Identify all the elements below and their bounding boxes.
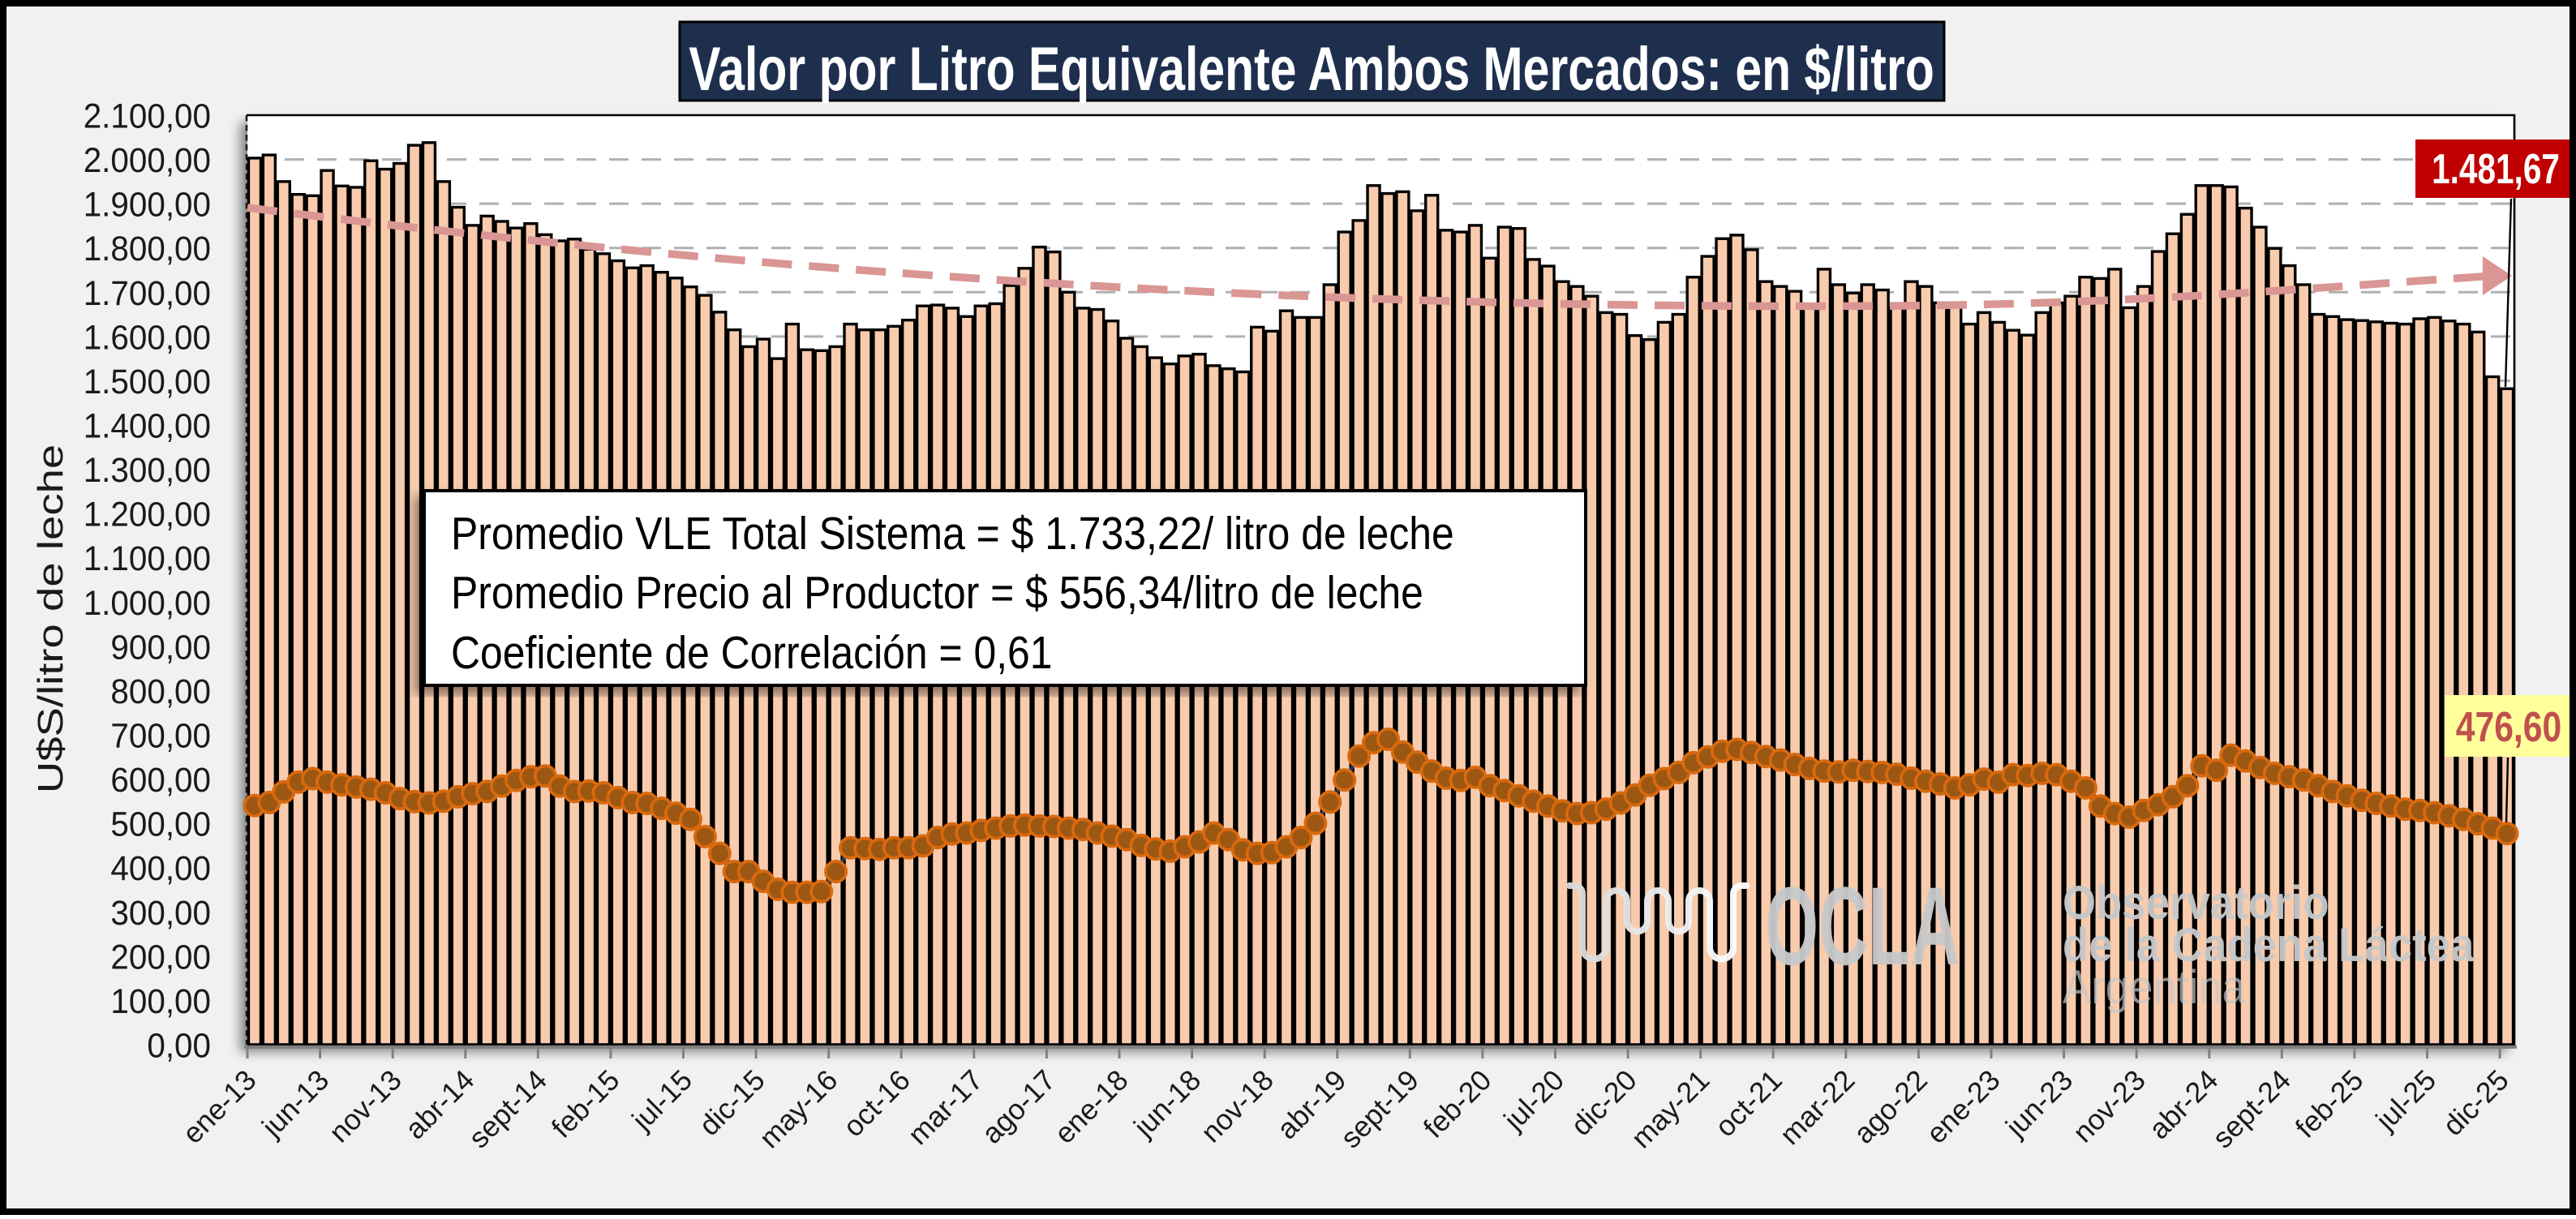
svg-text:100,00: 100,00 (110, 981, 211, 1020)
svg-text:200,00: 200,00 (110, 937, 211, 976)
svg-text:Observatorio: Observatorio (2063, 877, 2329, 929)
svg-text:1.300,00: 1.300,00 (84, 450, 211, 489)
svg-text:1.700,00: 1.700,00 (84, 273, 211, 312)
svg-text:800,00: 800,00 (110, 672, 211, 710)
svg-text:Promedio Precio al Productor =: Promedio Precio al Productor = $ 556,34/… (451, 568, 1423, 619)
svg-text:1.200,00: 1.200,00 (84, 494, 211, 533)
svg-text:1.600,00: 1.600,00 (84, 317, 211, 356)
svg-text:1.481,67: 1.481,67 (2432, 145, 2560, 192)
svg-text:600,00: 600,00 (110, 760, 211, 799)
svg-text:700,00: 700,00 (110, 715, 211, 754)
svg-text:de la Cadena Láctea: de la Cadena Láctea (2063, 919, 2475, 972)
svg-text:1.400,00: 1.400,00 (84, 406, 211, 444)
svg-text:1.900,00: 1.900,00 (84, 184, 211, 223)
svg-text:400,00: 400,00 (110, 848, 211, 887)
svg-text:1.800,00: 1.800,00 (84, 229, 211, 268)
svg-text:2.100,00: 2.100,00 (84, 96, 211, 135)
svg-text:U$S/litro de leche: U$S/litro de leche (30, 444, 71, 794)
svg-text:500,00: 500,00 (110, 804, 211, 843)
svg-text:0,00: 0,00 (147, 1025, 211, 1064)
svg-text:900,00: 900,00 (110, 627, 211, 666)
svg-text:300,00: 300,00 (110, 893, 211, 932)
svg-text:476,60: 476,60 (2456, 704, 2561, 751)
svg-text:1.500,00: 1.500,00 (84, 362, 211, 401)
svg-text:Promedio VLE Total Sistema = $: Promedio VLE Total Sistema = $ 1.733,22/… (451, 509, 1454, 560)
svg-text:2.000,00: 2.000,00 (84, 140, 211, 179)
svg-text:1.100,00: 1.100,00 (84, 539, 211, 577)
svg-text:Valor por Litro Equivalente Am: Valor por Litro Equivalente Ambos Mercad… (689, 35, 1934, 104)
svg-text:Coeficiente de Correlación = 0: Coeficiente de Correlación = 0,61 (451, 628, 1053, 679)
svg-text:OCLA: OCLA (1765, 865, 1960, 989)
svg-text:1.000,00: 1.000,00 (84, 583, 211, 622)
svg-text:Argentina: Argentina (2063, 961, 2246, 1014)
